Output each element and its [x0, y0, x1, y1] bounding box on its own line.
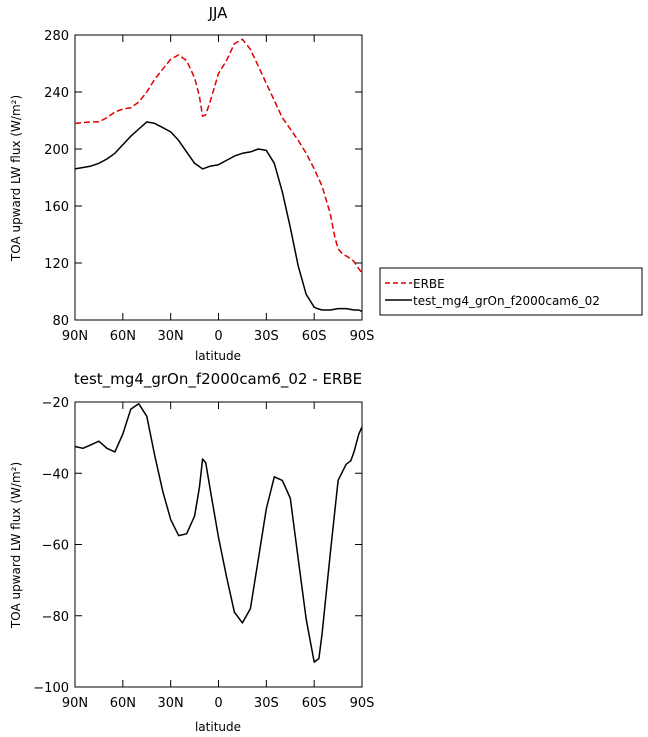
bottom-x-axis-label: latitude — [195, 720, 241, 734]
bottom-x-tick-label: 30N — [158, 696, 184, 711]
top-y-tick-label: 240 — [44, 86, 69, 101]
top-x-tick-label: 0 — [214, 329, 222, 344]
legend-label-erbe: ERBE — [413, 277, 445, 291]
bottom-y-tick-label: −40 — [42, 467, 69, 482]
top-series-line-1 — [74, 38, 363, 274]
bottom-y-axis-label: TOA upward LW flux (W/m²) — [9, 462, 23, 629]
top-y-tick-label: 200 — [44, 143, 69, 158]
top-x-tick-label: 60S — [302, 329, 327, 344]
bottom-x-ticks: 90N 60N 30N 0 30S 60S 90S — [62, 402, 375, 711]
top-x-tick-label: 90N — [62, 329, 88, 344]
bottom-y-tick-label: −80 — [42, 610, 69, 625]
top-series-line-2 — [74, 121, 363, 313]
bottom-x-tick-label: 90S — [350, 696, 375, 711]
bottom-chart-title: test_mg4_grOn_f2000cam6_02 - ERBE — [74, 370, 362, 389]
legend-box — [379, 267, 643, 316]
top-y-tick-label: 280 — [44, 29, 69, 44]
top-x-ticks: 90N 60N 30N 0 30S 60S 90S — [62, 35, 375, 344]
top-x-tick-label: 90S — [350, 329, 375, 344]
top-y-tick-label: 80 — [52, 314, 69, 329]
bottom-x-tick-label: 90N — [62, 696, 88, 711]
top-y-tick-label: 120 — [44, 257, 69, 272]
bottom-panel: test_mg4_grOn_f2000cam6_02 - ERBE −100 −8… — [9, 370, 374, 734]
top-y-tick-label: 160 — [44, 200, 69, 215]
top-x-tick-label: 30N — [158, 329, 184, 344]
bottom-x-tick-label: 60S — [302, 696, 327, 711]
top-x-tick-label: 60N — [110, 329, 136, 344]
bottom-y-tick-label: −20 — [42, 396, 69, 411]
bottom-y-tick-label: −60 — [42, 539, 69, 554]
bottom-series-lines — [74, 403, 363, 663]
bottom-x-tick-label: 30S — [254, 696, 279, 711]
bottom-y-tick-label: −100 — [33, 681, 69, 696]
bottom-x-tick-label: 0 — [214, 696, 222, 711]
top-series-lines — [74, 38, 363, 313]
top-plot-frame — [74, 34, 363, 321]
top-chart-title: JJA — [208, 4, 229, 22]
bottom-series-line-1 — [74, 403, 363, 663]
top-y-axis-label: TOA upward LW flux (W/m²) — [9, 95, 23, 262]
legend: ERBE test_mg4_grOn_f2000cam6_02 — [379, 267, 643, 316]
top-x-axis-label: latitude — [195, 349, 241, 363]
top-y-ticks: 80 120 160 200 240 280 — [44, 29, 362, 329]
legend-label-model: test_mg4_grOn_f2000cam6_02 — [413, 294, 600, 308]
bottom-x-tick-label: 60N — [110, 696, 136, 711]
top-x-tick-label: 30S — [254, 329, 279, 344]
bottom-y-ticks: −100 −80 −60 −40 −20 — [33, 396, 362, 696]
